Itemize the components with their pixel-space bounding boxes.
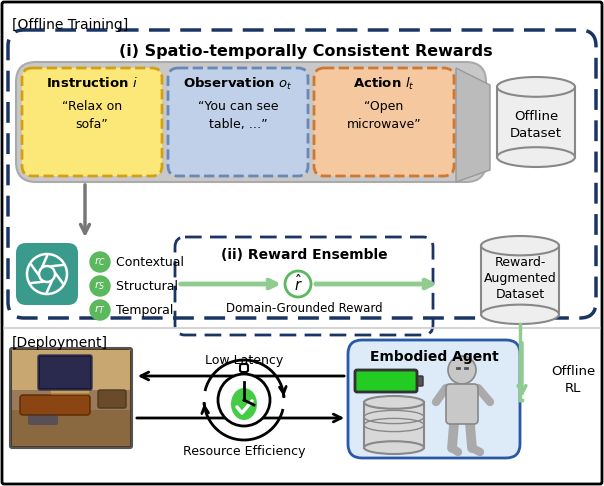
Circle shape bbox=[218, 374, 270, 426]
Text: Offline
Dataset: Offline Dataset bbox=[510, 110, 562, 140]
Text: Low Latency: Low Latency bbox=[205, 354, 283, 367]
Circle shape bbox=[90, 300, 110, 320]
FancyBboxPatch shape bbox=[348, 340, 520, 458]
Text: Embodied Agent: Embodied Agent bbox=[370, 350, 498, 364]
Circle shape bbox=[90, 276, 110, 296]
FancyBboxPatch shape bbox=[16, 243, 78, 305]
Text: (i) Spatio-temporally Consistent Rewards: (i) Spatio-temporally Consistent Rewards bbox=[119, 44, 493, 59]
FancyBboxPatch shape bbox=[20, 395, 90, 415]
FancyBboxPatch shape bbox=[417, 376, 423, 386]
Text: $\hat{r}$: $\hat{r}$ bbox=[294, 274, 303, 294]
FancyBboxPatch shape bbox=[446, 384, 478, 424]
Text: “You can see
table, …”: “You can see table, …” bbox=[198, 100, 278, 131]
Text: Reward-
Augmented
Dataset: Reward- Augmented Dataset bbox=[484, 256, 556, 301]
FancyBboxPatch shape bbox=[481, 246, 559, 314]
FancyBboxPatch shape bbox=[38, 355, 92, 390]
Circle shape bbox=[448, 356, 476, 384]
Ellipse shape bbox=[481, 305, 559, 324]
Ellipse shape bbox=[231, 388, 257, 420]
FancyBboxPatch shape bbox=[168, 68, 308, 176]
Circle shape bbox=[285, 271, 311, 297]
Text: [Deployment]: [Deployment] bbox=[12, 336, 108, 350]
Text: “Open
microwave”: “Open microwave” bbox=[347, 100, 422, 131]
Text: Contextual: Contextual bbox=[112, 256, 184, 268]
FancyBboxPatch shape bbox=[12, 350, 130, 390]
Text: Structural: Structural bbox=[112, 279, 178, 293]
Text: Temporal: Temporal bbox=[112, 303, 173, 316]
Text: Observation $\mathbf{\mathit{o}}_t$: Observation $\mathbf{\mathit{o}}_t$ bbox=[183, 76, 293, 92]
Text: $r_T$: $r_T$ bbox=[94, 304, 106, 316]
FancyBboxPatch shape bbox=[22, 68, 162, 176]
FancyBboxPatch shape bbox=[355, 370, 417, 392]
FancyBboxPatch shape bbox=[10, 348, 132, 448]
FancyBboxPatch shape bbox=[364, 402, 424, 448]
FancyBboxPatch shape bbox=[240, 364, 248, 372]
Ellipse shape bbox=[364, 441, 424, 454]
Ellipse shape bbox=[497, 77, 575, 97]
Ellipse shape bbox=[481, 236, 559, 255]
Text: Offline
RL: Offline RL bbox=[551, 365, 595, 395]
Text: Domain-Grounded Reward: Domain-Grounded Reward bbox=[226, 302, 382, 315]
Ellipse shape bbox=[364, 396, 424, 409]
FancyBboxPatch shape bbox=[40, 357, 90, 388]
FancyBboxPatch shape bbox=[16, 62, 486, 182]
Polygon shape bbox=[12, 422, 130, 446]
FancyBboxPatch shape bbox=[12, 350, 130, 422]
Text: $r_C$: $r_C$ bbox=[94, 256, 106, 268]
Text: $r_S$: $r_S$ bbox=[94, 279, 106, 293]
Text: [Offline Training]: [Offline Training] bbox=[12, 18, 128, 32]
FancyBboxPatch shape bbox=[497, 87, 575, 157]
Ellipse shape bbox=[497, 147, 575, 167]
Text: Action $\mathbf{\mathit{l}}_t$: Action $\mathbf{\mathit{l}}_t$ bbox=[353, 76, 415, 92]
Text: “Relax on
sofa”: “Relax on sofa” bbox=[62, 100, 122, 131]
Text: Instruction $\mathbf{\mathit{i}}$: Instruction $\mathbf{\mathit{i}}$ bbox=[46, 76, 138, 90]
FancyBboxPatch shape bbox=[28, 415, 58, 425]
Polygon shape bbox=[456, 68, 490, 182]
FancyBboxPatch shape bbox=[98, 390, 126, 408]
Text: (ii) Reward Ensemble: (ii) Reward Ensemble bbox=[220, 248, 387, 262]
FancyBboxPatch shape bbox=[314, 68, 454, 176]
FancyBboxPatch shape bbox=[50, 382, 90, 394]
Circle shape bbox=[90, 252, 110, 272]
Text: Resource Efficiency: Resource Efficiency bbox=[183, 445, 305, 458]
FancyBboxPatch shape bbox=[12, 410, 130, 446]
